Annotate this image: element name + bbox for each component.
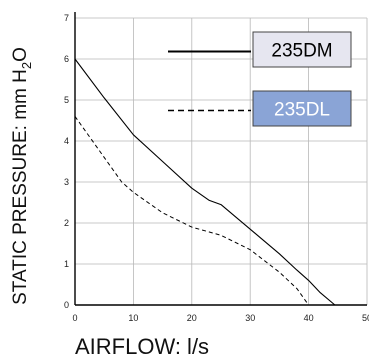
legend-label: 235DL	[274, 100, 330, 121]
y-tick-label: 7	[64, 13, 69, 23]
legend: 235DM 235DL	[168, 31, 352, 127]
x-tick-label: 10	[128, 313, 138, 323]
series-lines	[74, 58, 336, 306]
x-tick-label: 40	[304, 313, 314, 323]
y-tick-label: 3	[64, 177, 69, 187]
y-tick-label: 4	[64, 136, 69, 146]
y-axis-title-subscript: 2	[19, 62, 34, 69]
tick-labels: 0 1 2 3 4 5 6 7 0 10 20 30 40 50	[64, 13, 369, 323]
legend-box	[252, 90, 352, 127]
legend-item-235dl: 235DL	[168, 90, 352, 127]
legend-box	[252, 31, 352, 68]
y-axis-title: STATIC PRESSURE: mm H2O	[10, 47, 34, 305]
x-tick-label: 0	[72, 313, 77, 323]
y-tick-label: 2	[64, 218, 69, 228]
y-tick-label: 0	[64, 300, 69, 310]
y-tick-label: 5	[64, 95, 69, 105]
axes	[74, 12, 367, 306]
y-tick-label: 1	[64, 259, 69, 269]
y-axis-title-end: O	[10, 47, 31, 62]
legend-item-235dm: 235DM	[168, 31, 352, 68]
x-tick-label: 50	[362, 313, 369, 323]
x-axis-title: AIRFLOW: l/s	[75, 334, 209, 359]
series-line-235dm	[74, 58, 336, 306]
y-axis-title-main: STATIC PRESSURE: mm H	[10, 69, 31, 305]
x-tick-label: 20	[187, 313, 197, 323]
series-line-235dl	[74, 116, 310, 306]
y-tick-label: 6	[64, 54, 69, 64]
legend-label: 235DM	[271, 41, 332, 62]
x-tick-label: 30	[245, 313, 255, 323]
